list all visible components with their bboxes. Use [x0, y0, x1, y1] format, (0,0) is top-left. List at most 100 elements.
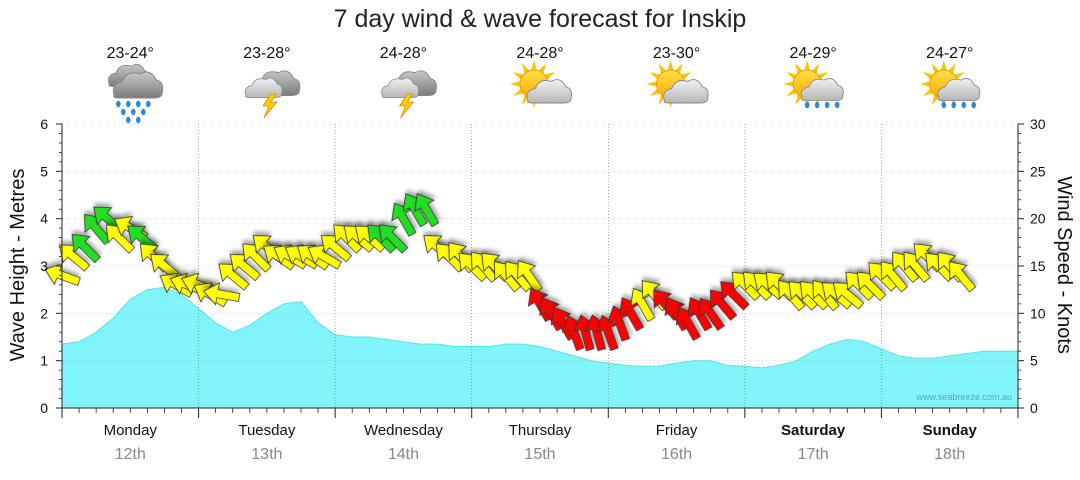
lightning-bolt — [398, 93, 415, 119]
wind-arrow — [105, 224, 136, 254]
right-tick-label: 20 — [1030, 211, 1046, 227]
wind-arrow — [903, 251, 931, 283]
rain-drop — [120, 108, 126, 116]
rain-drop — [961, 101, 967, 109]
right-tick-label: 15 — [1030, 258, 1046, 274]
rain-drop — [951, 101, 957, 109]
storm-cloud-icon — [244, 70, 301, 119]
left-tick-label: 0 — [40, 400, 48, 416]
wind-arrow — [307, 244, 342, 270]
left-tick-label: 3 — [40, 258, 48, 274]
left-tick-label: 5 — [40, 163, 48, 179]
day-date-label: 16th — [661, 446, 692, 463]
day-date-label: 18th — [934, 446, 965, 463]
wind-arrow — [378, 224, 409, 254]
right-axis-label: Wind Speed - Knots — [1053, 176, 1075, 354]
left-tick-label: 2 — [40, 305, 48, 321]
cloud-shape — [663, 79, 709, 104]
wind-arrow-layer — [44, 193, 977, 352]
cloud-shape — [244, 77, 283, 98]
sun-shower-icon — [919, 60, 981, 109]
left-tick-label: 1 — [40, 353, 48, 369]
wind-arrow — [414, 193, 440, 228]
day-temp-label: 23-30° — [653, 45, 700, 62]
day-name-label: Saturday — [781, 422, 846, 439]
left-axis-label: Wave Height - Metres — [7, 169, 29, 362]
wind-arrow — [949, 261, 977, 293]
day-temp-label: 24-27° — [926, 45, 973, 62]
wind-arrow — [71, 233, 101, 264]
wind-arrow — [833, 282, 865, 310]
rain-drop — [140, 108, 146, 116]
day-temp-label: 24-29° — [789, 45, 836, 62]
right-tick-label: 30 — [1030, 116, 1046, 132]
wind-arrow — [698, 298, 725, 331]
day-date-label: 13th — [251, 446, 282, 463]
wind-arrow — [203, 282, 241, 306]
rain-drop — [135, 116, 141, 124]
wind-arrow — [516, 260, 543, 294]
rain-drop — [130, 108, 136, 116]
rain-drop — [814, 101, 820, 109]
rain-drop — [824, 101, 830, 109]
day-name-label: Thursday — [509, 422, 572, 439]
rain-drop — [834, 101, 840, 109]
wind-arrow — [856, 271, 887, 302]
day-date-label: 12th — [115, 446, 146, 463]
cloud-shape — [381, 77, 420, 98]
day-temp-label: 23-28° — [243, 45, 290, 62]
wind-arrow — [391, 202, 417, 237]
right-tick-label: 0 — [1030, 400, 1038, 416]
cloud-shape — [526, 79, 572, 104]
wind-arrow — [720, 281, 750, 311]
wind-arrow — [675, 306, 701, 341]
day-temp-label: 23-24° — [107, 45, 154, 62]
wind-arrow — [229, 254, 261, 282]
wind-arrow — [320, 235, 353, 263]
day-date-label: 17th — [798, 446, 829, 463]
rain-drop — [145, 100, 151, 108]
right-tick-label: 10 — [1030, 305, 1046, 321]
chart-title: 7 day wind & wave forecast for Inskip — [334, 5, 747, 33]
right-tick-label: 5 — [1030, 353, 1038, 369]
day-name-label: Wednesday — [364, 422, 443, 439]
left-tick-label: 4 — [40, 211, 48, 227]
rain-drop — [971, 101, 977, 109]
sun-cloud-icon — [510, 60, 572, 108]
day-name-label: Tuesday — [238, 422, 295, 439]
rain-drop — [804, 101, 810, 109]
wave-area-layer — [61, 286, 1019, 409]
wave-height-area — [61, 286, 1019, 409]
day-name-label: Friday — [656, 422, 698, 439]
axes-layer: 0 1 2 3 4 5 6 0 5 10 15 20 25 30 Monday 12th Tuesday 13th… — [40, 116, 1046, 463]
rain-drop — [125, 100, 131, 108]
wind-arrow — [619, 297, 645, 332]
rain-cloud-icon — [108, 64, 164, 124]
wind-arrow — [630, 287, 656, 323]
wind-arrow — [880, 261, 908, 293]
sun-shower-icon — [783, 60, 844, 109]
day-name-label: Sunday — [923, 422, 978, 439]
rain-drop — [135, 100, 141, 108]
wind-arrow — [59, 244, 91, 272]
day-name-label: Monday — [104, 422, 158, 439]
watermark: www.seabreeze.com.au — [915, 392, 1012, 402]
wind-arrow — [710, 289, 738, 321]
sun-cloud-icon — [646, 60, 709, 108]
day-temp-label: 24-28° — [380, 45, 427, 62]
day-date-label: 15th — [524, 446, 555, 463]
lightning-bolt — [262, 93, 278, 119]
day-temp-label: 24-28° — [516, 45, 563, 62]
rain-drop — [115, 100, 121, 108]
left-tick-label: 6 — [40, 116, 48, 132]
weather-row: 23-24° 23-28° 24-28° 24-28° 23-30° 24-29° 24-2… — [107, 45, 981, 124]
cloud-shape — [800, 78, 844, 101]
day-date-label: 14th — [388, 446, 419, 463]
storm-cloud-icon — [381, 70, 437, 119]
rain-drop — [125, 116, 131, 124]
wind-arrow — [218, 263, 250, 291]
right-tick-label: 25 — [1030, 163, 1046, 179]
rain-drop — [941, 101, 947, 109]
